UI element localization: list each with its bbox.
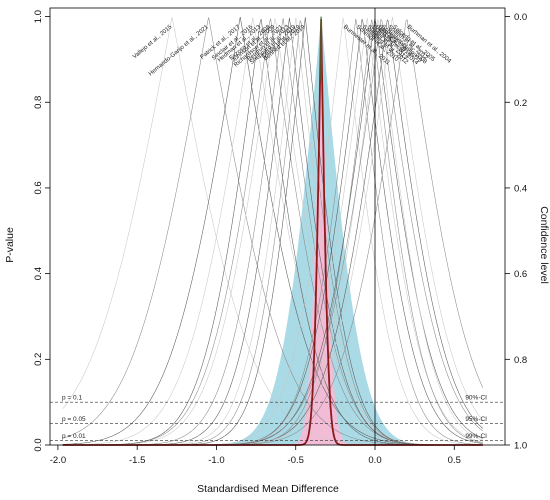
study-curve-11	[62, 19, 483, 446]
x-tick-label-4: -0.5	[288, 455, 304, 466]
y-tick-label-5: 0.8	[33, 96, 44, 109]
pooled-curve	[62, 18, 483, 446]
y2-tick-label-1: 0.0	[514, 12, 527, 23]
y2-tick-label-2: 0.2	[514, 98, 527, 109]
pooled-area	[62, 18, 483, 445]
study-curve-21	[62, 19, 483, 446]
x-tick-label-6: 0.5	[448, 455, 461, 466]
study-curve-15	[62, 18, 483, 446]
x-tick-label-5: 0.0	[368, 455, 381, 466]
reference-label-left-2: p = 0.05	[62, 416, 86, 423]
y-tick-label-3: 0.4	[33, 267, 44, 280]
study-curve-8	[62, 18, 483, 446]
prediction-area	[62, 17, 483, 445]
y-tick-label-2: 0.2	[33, 353, 44, 366]
x-tick-label-3: -1.0	[208, 455, 224, 466]
study-curve-23	[62, 19, 484, 446]
y2-tick-label-3: 0.4	[514, 183, 527, 194]
y2-tick-label-5: 0.8	[514, 355, 527, 366]
study-curve-18	[62, 18, 483, 446]
study-curve-3	[62, 16, 483, 446]
study-curve-12	[62, 17, 483, 446]
y2-tick-label-6: 1.0	[514, 441, 527, 452]
y2-tick-label-4: 0.6	[514, 269, 527, 280]
study-curve-5	[62, 18, 483, 446]
study-curve-7	[62, 18, 483, 446]
study-curve-13	[62, 18, 483, 446]
reference-label-left-3: p = 0.01	[62, 433, 86, 440]
y-tick-label-1: 0.0	[33, 438, 44, 451]
study-curve-10	[62, 17, 483, 446]
plot-area: p = 0.1 90%-CI p = 0.05 95%-CI p = 0.01 99%-C…	[50, 8, 505, 446]
x-tick-label-1: -2.0	[50, 455, 66, 466]
y-tick-label-4: 0.6	[33, 181, 44, 194]
study-curve-2	[62, 17, 483, 446]
study-curve-17	[62, 19, 483, 446]
study-curve-20	[62, 18, 483, 446]
study-curve-6	[62, 19, 483, 446]
y2-axis-title: Confidence level	[538, 206, 550, 284]
study-curve-14	[62, 18, 483, 446]
reference-label-right-3: 99%-CI	[465, 433, 487, 440]
reference-label-left-1: p = 0.1	[62, 395, 82, 402]
study-curve-19	[62, 18, 483, 446]
reference-label-right-1: 90%-CI	[465, 395, 487, 402]
x-axis-title: Standardised Mean Difference	[197, 483, 339, 495]
study-curve-22	[62, 16, 484, 446]
study-curve-16	[62, 18, 483, 446]
x-tick-label-2: -1.5	[129, 455, 145, 466]
study-curve-9	[62, 17, 483, 446]
reference-label-right-2: 95%-CI	[465, 416, 487, 423]
study-curve-4	[62, 17, 483, 446]
axes: -2.0 -1.5 -1.0 -0.5 0.0 0.5 0.0 0.2 0.4 0.6 0.8 1.0…	[33, 7, 527, 466]
y-axis-title: P-value	[4, 227, 16, 263]
y-tick-label-6: 1.0	[33, 10, 44, 23]
study-curve-1	[62, 17, 483, 446]
plot-frame	[49, 7, 506, 446]
study-label-2: Hernando-Garijo et al., 2021	[148, 24, 210, 78]
